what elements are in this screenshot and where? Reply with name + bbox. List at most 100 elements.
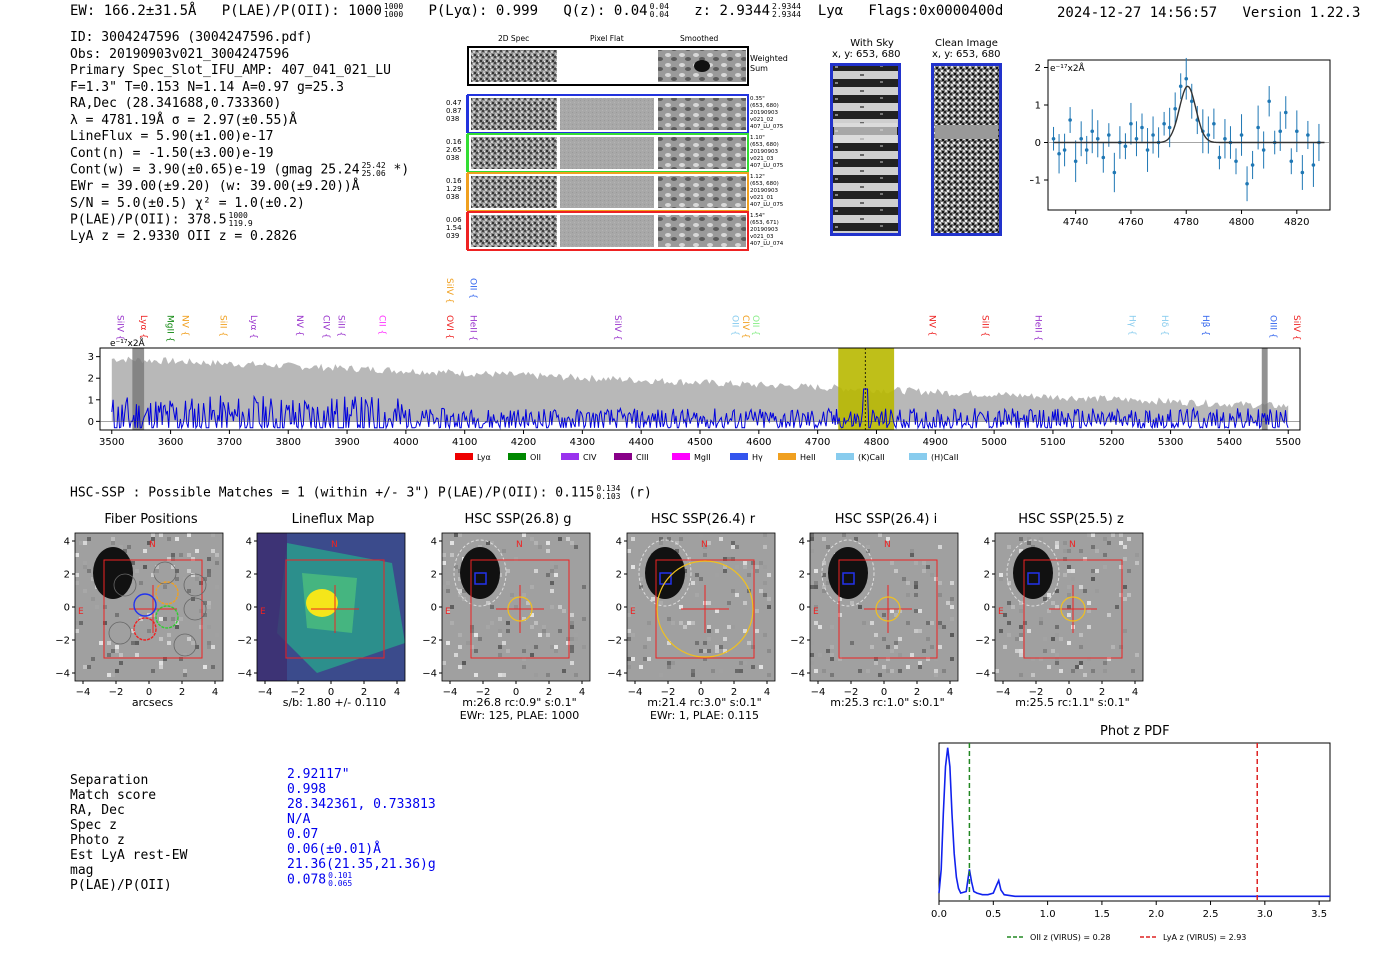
- hsc-ytick-label: 0: [431, 603, 437, 614]
- hsc-red-box: [285, 559, 385, 659]
- hsc-noise-pixel: [187, 533, 191, 537]
- hsc-xtick-label: 2: [361, 687, 367, 698]
- hsc-noise-pixel: [1047, 593, 1051, 597]
- hsc-noise-pixel: [75, 581, 79, 585]
- hsc-noise-pixel: [79, 621, 83, 625]
- hsc-ytick-label: 2: [616, 570, 622, 581]
- legend-label: (K)CaII: [858, 453, 885, 462]
- hsc-noise-pixel: [715, 629, 719, 633]
- hsc-noise-pixel: [699, 649, 703, 653]
- hsc-noise-pixel: [191, 597, 195, 601]
- hsc-ytick-label: −4: [975, 669, 990, 680]
- hsc-noise-pixel: [767, 573, 771, 577]
- hsc-noise-pixel: [446, 589, 450, 593]
- fiber-circle: [155, 581, 179, 605]
- hsc-noise-pixel: [1079, 633, 1083, 637]
- hsc-noise-pixel: [914, 585, 918, 589]
- cutout-row-right-label: 1.12" (653, 680) 20190903 v021_01 407_LU_075: [750, 174, 784, 208]
- cutout-row-left-label: 0.16 2.65 038: [446, 138, 462, 162]
- zoom-data-point: [1101, 155, 1106, 160]
- hsc-noise-pixel: [930, 573, 934, 577]
- hsc-noise-pixel: [695, 581, 699, 585]
- hsc-noise-pixel: [938, 593, 942, 597]
- spectrum-xtick-label: 4800: [864, 437, 889, 448]
- legend-swatch: [836, 453, 854, 460]
- hsc-noise-pixel: [1123, 585, 1127, 589]
- hsc-noise-pixel: [203, 577, 207, 581]
- info-plae: P(LAE)/P(OII): 378.5 1000 119.9: [70, 211, 253, 228]
- cutout-row-marker: [466, 134, 469, 172]
- hsc-noise-pixel: [763, 633, 767, 637]
- hsc-noise-pixel: [582, 585, 586, 589]
- zoom-xtick-label: 4800: [1229, 217, 1254, 228]
- hsc-noise-pixel: [1051, 649, 1055, 653]
- hsc-noise-pixel: [691, 621, 695, 625]
- hsc-noise-pixel: [147, 541, 151, 545]
- hsc-noise-pixel: [914, 581, 918, 585]
- hsc-noise-pixel: [211, 533, 215, 537]
- hsc-noise-pixel: [566, 637, 570, 641]
- hsc-noise-pixel: [135, 621, 139, 625]
- emission-line-label: OII {: [468, 278, 478, 299]
- hsc-noise-pixel: [858, 605, 862, 609]
- hsc-noise-pixel: [743, 661, 747, 665]
- hsc-noise-pixel: [691, 581, 695, 585]
- zoom-data-point: [1140, 125, 1144, 130]
- info-primary: Primary Spec_Slot_IFU_AMP: 407_041_021_L…: [70, 63, 391, 78]
- zoom-data-point: [1073, 159, 1078, 164]
- hsc-match-box: [659, 572, 672, 585]
- header-plya: P(Lyα): 0.999: [428, 3, 539, 19]
- hsc-noise-pixel: [830, 673, 834, 677]
- hsc-noise-pixel: [522, 657, 526, 661]
- hsc-panel-title: Lineflux Map: [291, 512, 375, 527]
- hsc-noise-pixel: [667, 661, 671, 665]
- hsc-noise-pixel: [810, 641, 814, 645]
- hsc-noise-pixel: [882, 613, 886, 617]
- cutout-row-marker: [466, 95, 469, 133]
- hsc-xtick-label: 0: [146, 687, 152, 698]
- hsc-noise-pixel: [838, 657, 842, 661]
- zoom-data-point: [1151, 133, 1155, 137]
- hsc-noise-pixel: [1119, 645, 1123, 649]
- zoom-data-point: [1178, 84, 1183, 89]
- info-ewr: EWr = 39.00(±9.20) (w: 39.00(±9.20))Å: [70, 179, 360, 194]
- info-params: F=1.3" T=0.153 N=1.14 A=0.97 g=25.3: [70, 79, 344, 95]
- hsc-noise-pixel: [167, 641, 171, 645]
- hsc-noise-pixel: [183, 673, 187, 677]
- hsc-noise-pixel: [550, 569, 554, 573]
- hsc-noise-pixel: [207, 645, 211, 649]
- header-flags: Flags:0x0000400d: [868, 3, 1004, 19]
- hsc-noise-pixel: [1007, 621, 1011, 625]
- hsc-noise-pixel: [103, 625, 107, 629]
- hsc-noise-pixel: [731, 545, 735, 549]
- photz-xtick-label: 0.5: [985, 909, 1001, 920]
- hsc-noise-pixel: [143, 549, 147, 553]
- hsc-noise-pixel: [950, 617, 954, 621]
- hsc-noise-pixel: [1067, 613, 1071, 617]
- hsc-noise-pixel: [1055, 589, 1059, 593]
- hsc-panel-caption: s/b: 1.80 +/- 0.110: [282, 696, 387, 709]
- hsc-noise-pixel: [866, 549, 870, 553]
- hsc-noise-pixel: [942, 625, 946, 629]
- hsc-ytick-label: 2: [431, 570, 437, 581]
- hsc-xtick-label: −2: [291, 687, 306, 698]
- hsc-noise-pixel: [119, 653, 123, 657]
- legend-swatch: [778, 453, 796, 460]
- hsc-ytick-label: −4: [237, 669, 252, 680]
- hsc-noise-pixel: [1119, 533, 1123, 537]
- fiber-circle-grey: [108, 621, 132, 645]
- hsc-noise-pixel: [810, 533, 814, 537]
- photz-title: Phot z PDF: [1100, 724, 1170, 739]
- hsc-noise-pixel: [490, 541, 494, 545]
- hsc-noise-pixel: [466, 641, 470, 645]
- hsc-noise-pixel: [574, 637, 578, 641]
- hsc-noise-pixel: [135, 569, 139, 573]
- hsc-noise-pixel: [1127, 593, 1131, 597]
- hsc-noise-pixel: [735, 593, 739, 597]
- info-lyaz: LyA z = 2.9330 OII z = 0.2826: [70, 229, 297, 244]
- hsc-noise-pixel: [695, 573, 699, 577]
- hsc-noise-pixel: [675, 549, 679, 553]
- hsc-noise-pixel: [755, 569, 759, 573]
- hsc-noise-pixel: [1019, 625, 1023, 629]
- hsc-noise-pixel: [890, 649, 894, 653]
